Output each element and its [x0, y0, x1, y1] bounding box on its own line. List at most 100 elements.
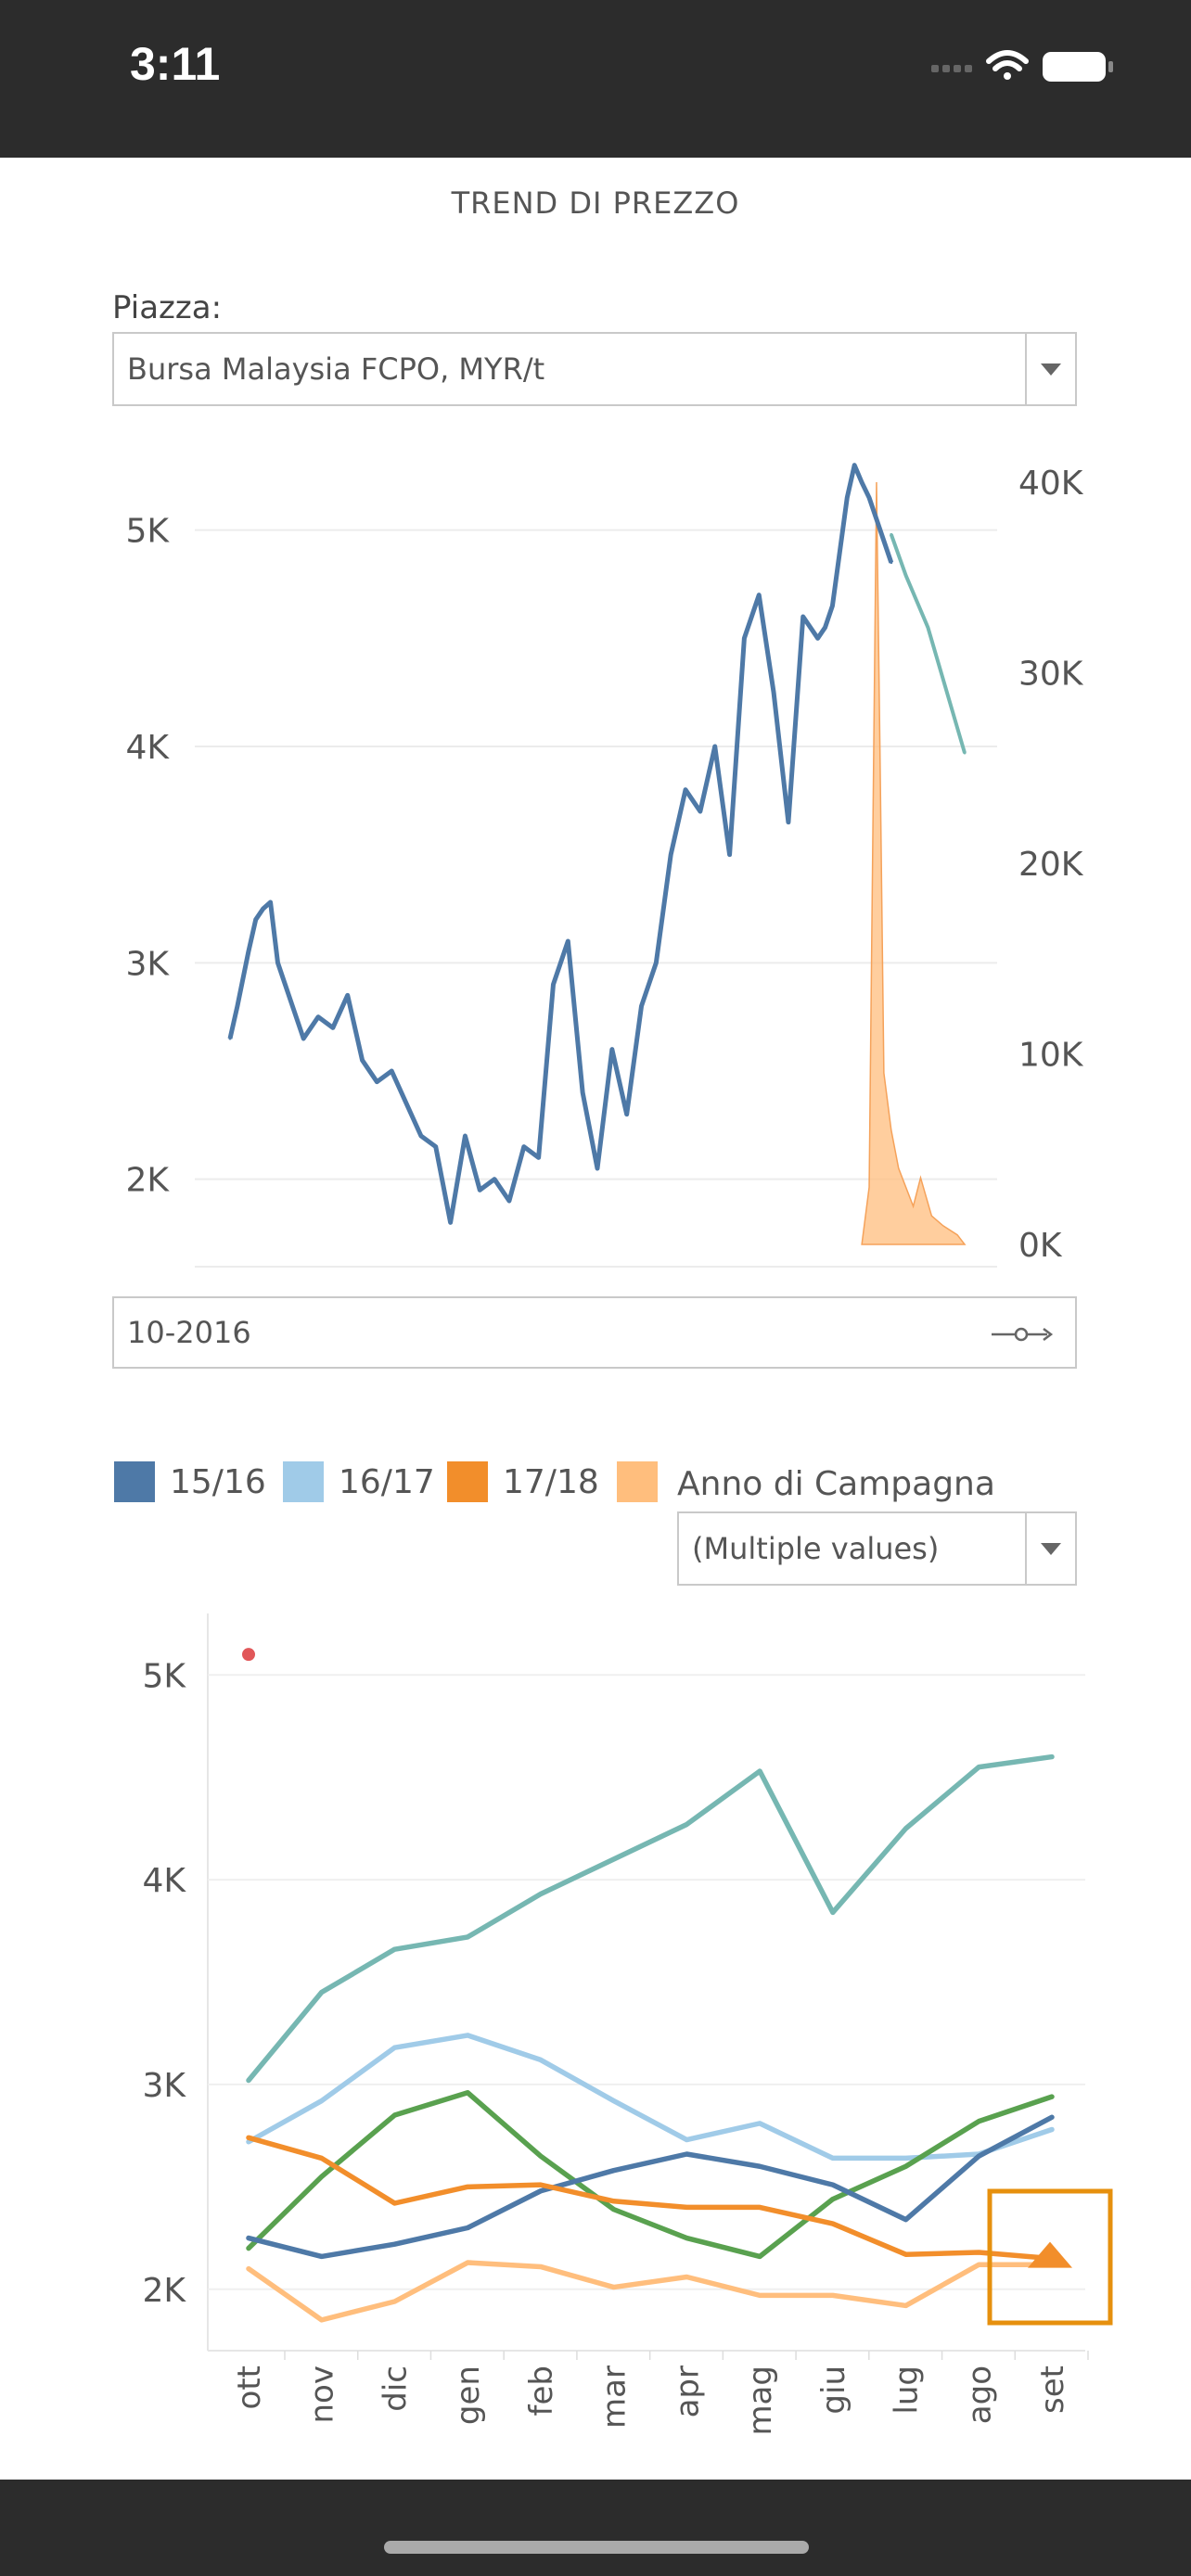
market-dropdown[interactable]: Bursa Malaysia FCPO, MYR/t [112, 332, 1077, 406]
season-series-line [246, 2135, 1055, 2262]
data-point [684, 788, 687, 792]
legend-swatch [447, 1461, 488, 1502]
data-point [758, 2205, 762, 2210]
highlight-box [987, 2188, 1113, 2326]
status-bar: 3:11 [0, 0, 1191, 158]
legend-label: 15/16 [170, 1462, 266, 1501]
data-point [977, 2251, 981, 2254]
data-point [830, 1910, 835, 1915]
campaign-dropdown[interactable]: (Multiple values) [677, 1511, 1077, 1586]
data-point [319, 2254, 324, 2259]
data-point [375, 1080, 378, 1084]
legend-label: 16/17 [339, 1462, 435, 1501]
data-point [669, 853, 672, 857]
x-tick-label: set [1034, 2366, 1071, 2414]
status-time: 3:11 [130, 38, 221, 90]
data-point [830, 2197, 835, 2201]
status-icons [931, 45, 1117, 95]
data-point [758, 2254, 762, 2259]
battery-icon [1043, 52, 1113, 82]
data-point [319, 2156, 324, 2161]
legend-item[interactable]: 15/16 [114, 1461, 266, 1502]
data-point [830, 2183, 835, 2187]
data-point [685, 1822, 689, 1827]
data-point [434, 1145, 438, 1149]
data-point [319, 2098, 324, 2103]
data-point [757, 593, 761, 597]
data-point [926, 626, 929, 630]
data-point [611, 2098, 616, 2103]
y-right-tick-label: 0K [1018, 1227, 1063, 1265]
season-series-line [246, 1753, 1055, 2084]
data-point [875, 517, 878, 521]
data-point [392, 1947, 397, 1952]
data-point [538, 2154, 543, 2159]
data-point [275, 961, 279, 964]
data-point [611, 2207, 616, 2212]
data-point [772, 691, 775, 695]
data-point [404, 1102, 408, 1105]
slider-handle-icon[interactable] [992, 1320, 1055, 1348]
data-point [247, 2136, 250, 2140]
home-indicator[interactable] [384, 2541, 809, 2554]
data-point [537, 1155, 541, 1159]
dropdown-arrow-button[interactable] [1025, 1513, 1075, 1584]
data-point [816, 636, 820, 640]
data-point [247, 2078, 250, 2083]
season-series-line [246, 2114, 1055, 2260]
data-point [882, 539, 886, 542]
data-point [254, 918, 258, 922]
seasonal-comparison-chart: 2K 3K 4K 5K ott nov dic gen feb mar apr mag giu lug ag… [142, 1613, 1113, 2436]
legend-label: 17/18 [503, 1462, 599, 1501]
x-tick-label: mag [742, 2366, 779, 2436]
date-slider-value: 10-2016 [127, 1315, 251, 1350]
legend-item[interactable]: 17/18 [447, 1461, 599, 1502]
data-point [390, 1069, 393, 1073]
data-point [551, 983, 555, 987]
data-point [963, 751, 967, 755]
data-point [801, 615, 805, 618]
data-point [522, 1145, 526, 1149]
legend-swatch [114, 1461, 155, 1502]
y-right-tick-label: 10K [1018, 1037, 1084, 1075]
y-tick-label: 5K [142, 1657, 186, 1695]
data-point [640, 1004, 644, 1008]
data-point [685, 2236, 689, 2240]
x-tick-label: nov [304, 2366, 341, 2423]
data-point [538, 2188, 543, 2193]
data-point [830, 2222, 835, 2226]
data-point [904, 574, 908, 578]
data-point [611, 2199, 616, 2203]
data-point [977, 2119, 981, 2123]
season-series-line [246, 2260, 1055, 2323]
volume-area [861, 481, 967, 1245]
y-right-tick-label: 30K [1018, 656, 1084, 694]
legend-swatch [617, 1461, 658, 1502]
dropdown-arrow-button[interactable] [1025, 334, 1075, 404]
data-point [758, 1769, 762, 1774]
data-point [392, 2113, 397, 2118]
date-slider[interactable]: 10-2016 [112, 1296, 1077, 1369]
data-point [654, 961, 658, 964]
cellular-signal-icon [931, 65, 972, 72]
data-point [611, 1857, 616, 1861]
data-point [830, 2156, 835, 2161]
y-right-tick-label: 40K [1018, 465, 1084, 503]
x-tick-label: dic [377, 2366, 414, 2412]
wifi-icon [986, 50, 1029, 80]
data-point [903, 2164, 908, 2169]
legend-item[interactable]: 16/17 [283, 1461, 435, 1502]
data-point [611, 2285, 616, 2289]
x-tick-label: giu [815, 2366, 852, 2415]
data-point [466, 2225, 470, 2230]
data-point [319, 2174, 324, 2179]
legend-item[interactable] [617, 1461, 658, 1502]
data-point [713, 745, 717, 748]
data-point [903, 1826, 908, 1830]
data-point [466, 2090, 470, 2095]
data-point [507, 1199, 511, 1203]
data-point [685, 2275, 689, 2279]
data-point [319, 2317, 324, 2322]
data-point [247, 2246, 250, 2251]
data-point [478, 1188, 481, 1192]
